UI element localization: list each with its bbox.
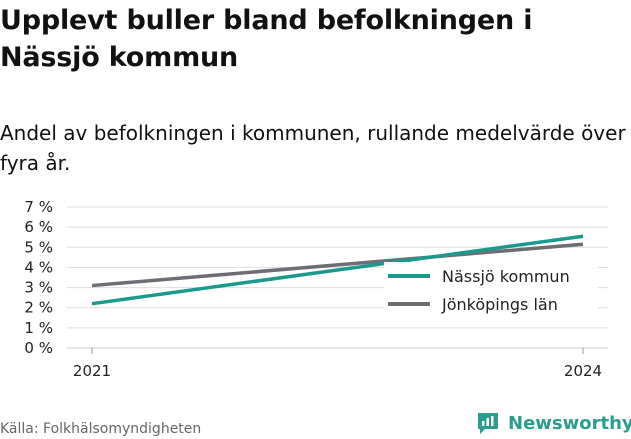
legend-box [384,262,598,318]
x-axis-ticks: 2021 2024 [73,348,602,380]
legend-label: Jönköpings län [441,295,558,314]
y-axis-ticks: 0 % 1 % 2 % 3 % 4 % 5 % 6 % 7 % [24,198,53,357]
line-chart: 0 % 1 % 2 % 3 % 4 % 5 % 6 % 7 % 2021 2024 Nässjö… [24,198,608,380]
y-tick-label: 6 % [24,218,53,236]
y-tick-label: 4 % [24,258,53,276]
y-tick-label: 0 % [24,339,53,357]
y-tick-label: 2 % [24,299,53,317]
page-title: Upplevt buller bland befolkningen i Näss… [0,5,533,73]
series-lines [91,234,584,306]
grid-lines [67,206,608,349]
y-tick-label: 5 % [24,238,53,256]
series-line [91,242,584,288]
chart-subtitle: Andel av befolkningen i kommunen, rullan… [0,121,626,175]
series-line [91,234,584,306]
newsworthy-logo-icon [478,413,498,434]
source-note: Källa: Folkhälsomyndigheten [0,421,202,437]
y-tick-label: 1 % [24,319,53,337]
brand-logo: Newsworthy [476,408,631,438]
brand-name: Newsworthy [508,412,631,434]
legend: Nässjö kommun Jönköpings län [384,262,598,318]
x-tick-label: 2021 [73,362,111,380]
y-tick-label: 3 % [24,279,53,297]
legend-label: Nässjö kommun [442,267,570,286]
y-tick-label: 7 % [24,198,53,216]
x-tick-label: 2024 [564,362,602,380]
